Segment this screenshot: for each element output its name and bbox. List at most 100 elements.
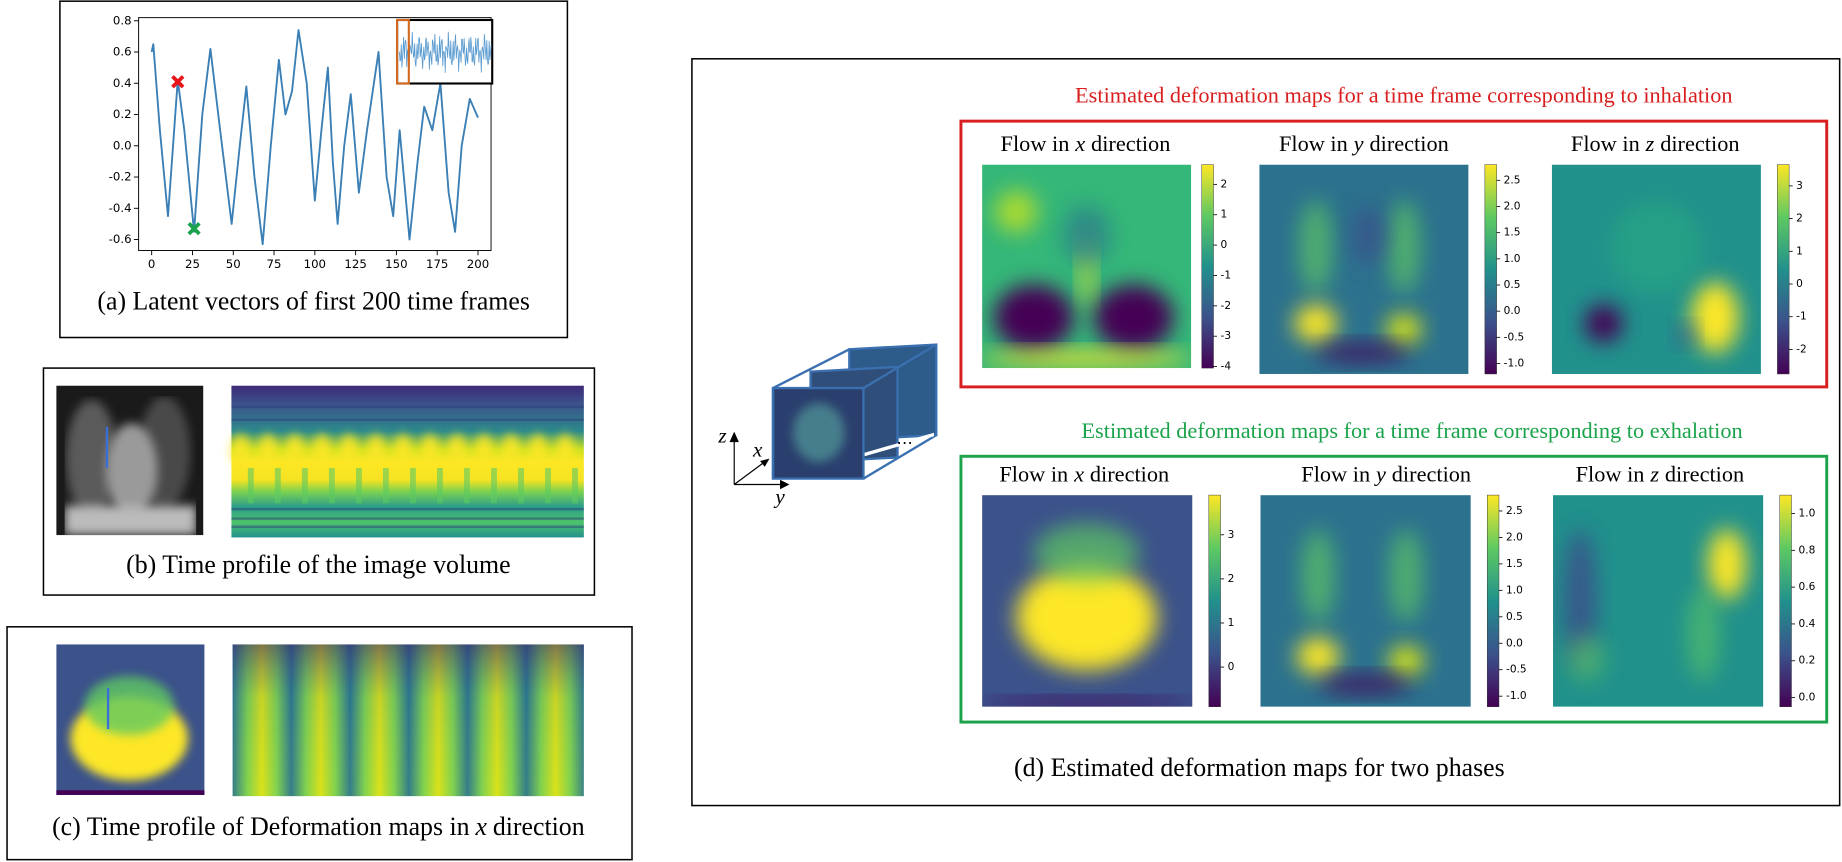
marker xyxy=(187,221,201,236)
colorbar-tick-label: 0.0 xyxy=(1504,305,1521,317)
title-text: direction xyxy=(1090,461,1169,486)
slice-texture xyxy=(792,403,845,463)
notch xyxy=(382,468,389,504)
colorbar-tick-label: 0.0 xyxy=(1506,637,1523,649)
colorbar-tick-label: 2 xyxy=(1228,573,1235,585)
wave xyxy=(366,433,386,461)
heatmap-blob xyxy=(1315,343,1410,363)
title-var: x xyxy=(1073,461,1084,486)
colorbar-tick-label: 1 xyxy=(1796,245,1803,257)
heatmap xyxy=(1259,164,1469,374)
notch xyxy=(464,468,470,504)
heatmap-blob xyxy=(1016,564,1158,671)
heatmap-bg xyxy=(1259,164,1469,374)
map-title: Flow in y direction xyxy=(1279,131,1449,156)
colorbar-tick-label: 0.8 xyxy=(1799,544,1816,556)
colorbar-tick-label: 1.0 xyxy=(1506,584,1523,596)
heatmap-blob xyxy=(1686,587,1720,683)
map-title: Flow in z direction xyxy=(1576,461,1745,486)
colorbar-tick-label: 2.5 xyxy=(1506,505,1523,517)
y-tick-label: 0.8 xyxy=(113,13,132,27)
colorbar-tick-label: 1 xyxy=(1221,209,1228,221)
x-tick-label: 100 xyxy=(304,257,326,271)
deformation-image xyxy=(56,644,205,795)
colorbar-tick-label: 3 xyxy=(1228,529,1235,541)
colorbar xyxy=(1208,494,1221,708)
notch xyxy=(355,468,362,504)
title-text: direction xyxy=(1660,131,1739,156)
colorbar-tick-label: 3 xyxy=(1796,180,1803,192)
mri-image xyxy=(56,385,204,536)
notch xyxy=(518,468,524,504)
colorbar-tick-label: 1.5 xyxy=(1504,227,1521,239)
band xyxy=(231,525,584,529)
y-tick-label: 0.0 xyxy=(113,138,132,152)
heatmap-blob xyxy=(1063,205,1111,265)
heatmap-blob xyxy=(1676,325,1696,345)
cube-gap xyxy=(864,432,934,457)
heatmap-blob xyxy=(1033,523,1140,583)
colorbar-tick-label: 0.5 xyxy=(1504,279,1521,291)
heatmap-blob xyxy=(1299,199,1333,294)
heatmap-blob xyxy=(1563,529,1597,671)
title-text: Flow in xyxy=(1576,461,1645,486)
x-tick-label: 50 xyxy=(226,257,241,271)
panel-c-frame xyxy=(6,626,633,861)
heatmap xyxy=(1260,495,1471,707)
wave xyxy=(447,433,467,461)
inhalation-title: Estimated deformation maps for a time fr… xyxy=(1075,83,1733,108)
y-tick-label: 0.6 xyxy=(113,45,132,59)
plot: 0 25 50 75 100 125 150 175 200 -0.6 -0.4 -0.2 0.0 0.2… xyxy=(109,13,490,271)
wave xyxy=(555,433,575,461)
y-tick-label: 0.2 xyxy=(113,107,132,121)
title-var: y xyxy=(1352,131,1364,156)
colorbar xyxy=(1777,164,1790,375)
title-text: direction xyxy=(1369,131,1448,156)
axes-icon: z x y xyxy=(717,423,790,508)
inhalation-frame xyxy=(959,119,1829,389)
mri-heart xyxy=(106,423,158,517)
inset-line xyxy=(399,31,492,73)
map-title: Flow in x direction xyxy=(1001,131,1171,156)
notch xyxy=(572,468,578,504)
axis-label: z xyxy=(717,423,726,447)
x-tick-label: 75 xyxy=(267,257,282,271)
arrow-head xyxy=(729,431,739,443)
exhalation-frame xyxy=(959,454,1829,724)
title-text: Flow in xyxy=(1301,461,1370,486)
notch xyxy=(545,468,551,504)
heatmap-blob xyxy=(1093,284,1174,351)
heatmap-blob xyxy=(1301,529,1335,624)
colorbar-tick-label: -1 xyxy=(1221,269,1232,281)
mri-abdomen xyxy=(65,506,197,535)
notch xyxy=(301,468,308,504)
heatmap-blob xyxy=(1352,205,1386,265)
title-text: direction xyxy=(1091,131,1170,156)
colorbar xyxy=(1486,494,1500,708)
caption-a: (a) Latent vectors of first 200 time fra… xyxy=(97,286,529,315)
wave xyxy=(474,433,494,461)
colorbar-tick-label: 1 xyxy=(1228,617,1235,629)
heatmap-blob xyxy=(1584,304,1623,343)
wave xyxy=(393,433,413,461)
caption-b: (b) Time profile of the image volume xyxy=(126,550,511,579)
title-text: direction xyxy=(493,812,585,841)
cube-edge xyxy=(771,343,937,480)
heatmap xyxy=(982,164,1192,369)
title-text: Flow in xyxy=(1279,131,1348,156)
heatmap-blob xyxy=(1389,529,1423,624)
heatmap xyxy=(1553,495,1764,707)
marker xyxy=(171,75,185,89)
band xyxy=(231,405,584,409)
colorbar-tick-label: 1.5 xyxy=(1506,558,1523,570)
title-var: z xyxy=(1649,461,1659,486)
heatmap-blob xyxy=(1609,199,1704,294)
colorbar-tick-label: 0.4 xyxy=(1799,618,1816,630)
colorbar-tick-label: 2.0 xyxy=(1506,531,1523,543)
title-text: Flow in xyxy=(999,461,1068,486)
heatmap-blob xyxy=(1318,675,1413,694)
colorbar xyxy=(1201,164,1214,369)
map-title: Flow in z direction xyxy=(1571,131,1740,156)
axis-label: y xyxy=(773,484,785,508)
